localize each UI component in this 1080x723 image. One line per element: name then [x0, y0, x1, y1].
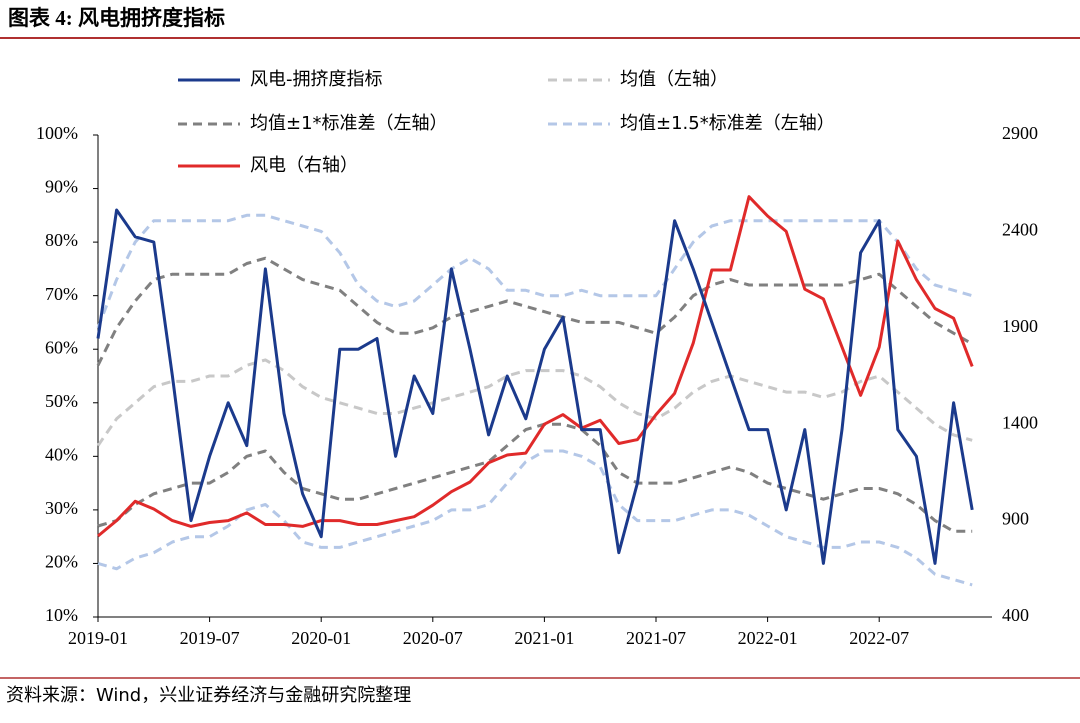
y-tick-label: 40%	[45, 444, 78, 464]
x-tick-label: 2022-07	[849, 628, 909, 648]
series-line	[97, 195, 974, 538]
y-tick-label: 50%	[45, 391, 78, 411]
y-tick-label: 30%	[45, 498, 78, 518]
legend-label: 均值（左轴）	[620, 69, 728, 90]
y-tick-label: 10%	[45, 605, 78, 625]
series-line-lower	[97, 422, 973, 533]
x-tick-label: 2020-07	[403, 628, 463, 648]
x-tick-label: 2019-01	[68, 628, 128, 648]
y-tick-label: 90%	[45, 177, 78, 197]
series-line	[96, 208, 974, 565]
y2-tick-label: 2400	[1002, 220, 1038, 240]
y-tick-label: 70%	[45, 284, 78, 304]
legend-label: 均值±1*标准差（左轴）	[250, 113, 448, 134]
y2-tick-label: 900	[1002, 509, 1029, 529]
x-tick-label: 2021-07	[626, 628, 686, 648]
legend-label: 风电（右轴）	[250, 155, 358, 176]
y2-tick-label: 400	[1002, 605, 1029, 625]
y2-tick-label: 2900	[1002, 123, 1038, 143]
legend-label: 均值±1.5*标准差（左轴）	[620, 113, 835, 134]
y-tick-label: 60%	[45, 337, 78, 357]
x-tick-label: 2022-01	[738, 628, 798, 648]
y-tick-label: 80%	[45, 230, 78, 250]
series-line	[96, 213, 973, 329]
chart-title: 图表 4: 风电拥挤度指标	[8, 6, 225, 30]
source-note: 资料来源：Wind，兴业证券经济与金融研究院整理	[6, 685, 411, 706]
legend-label: 风电-拥挤度指标	[250, 69, 383, 90]
series-line	[96, 256, 973, 366]
y-tick-label: 100%	[36, 123, 78, 143]
y2-tick-label: 1900	[1002, 316, 1038, 336]
x-tick-label: 2020-01	[291, 628, 351, 648]
series-line-lower	[97, 449, 973, 587]
y2-tick-label: 1400	[1002, 412, 1038, 432]
y-tick-label: 20%	[45, 552, 78, 572]
x-tick-label: 2019-07	[180, 628, 240, 648]
x-tick-label: 2021-01	[514, 628, 574, 648]
